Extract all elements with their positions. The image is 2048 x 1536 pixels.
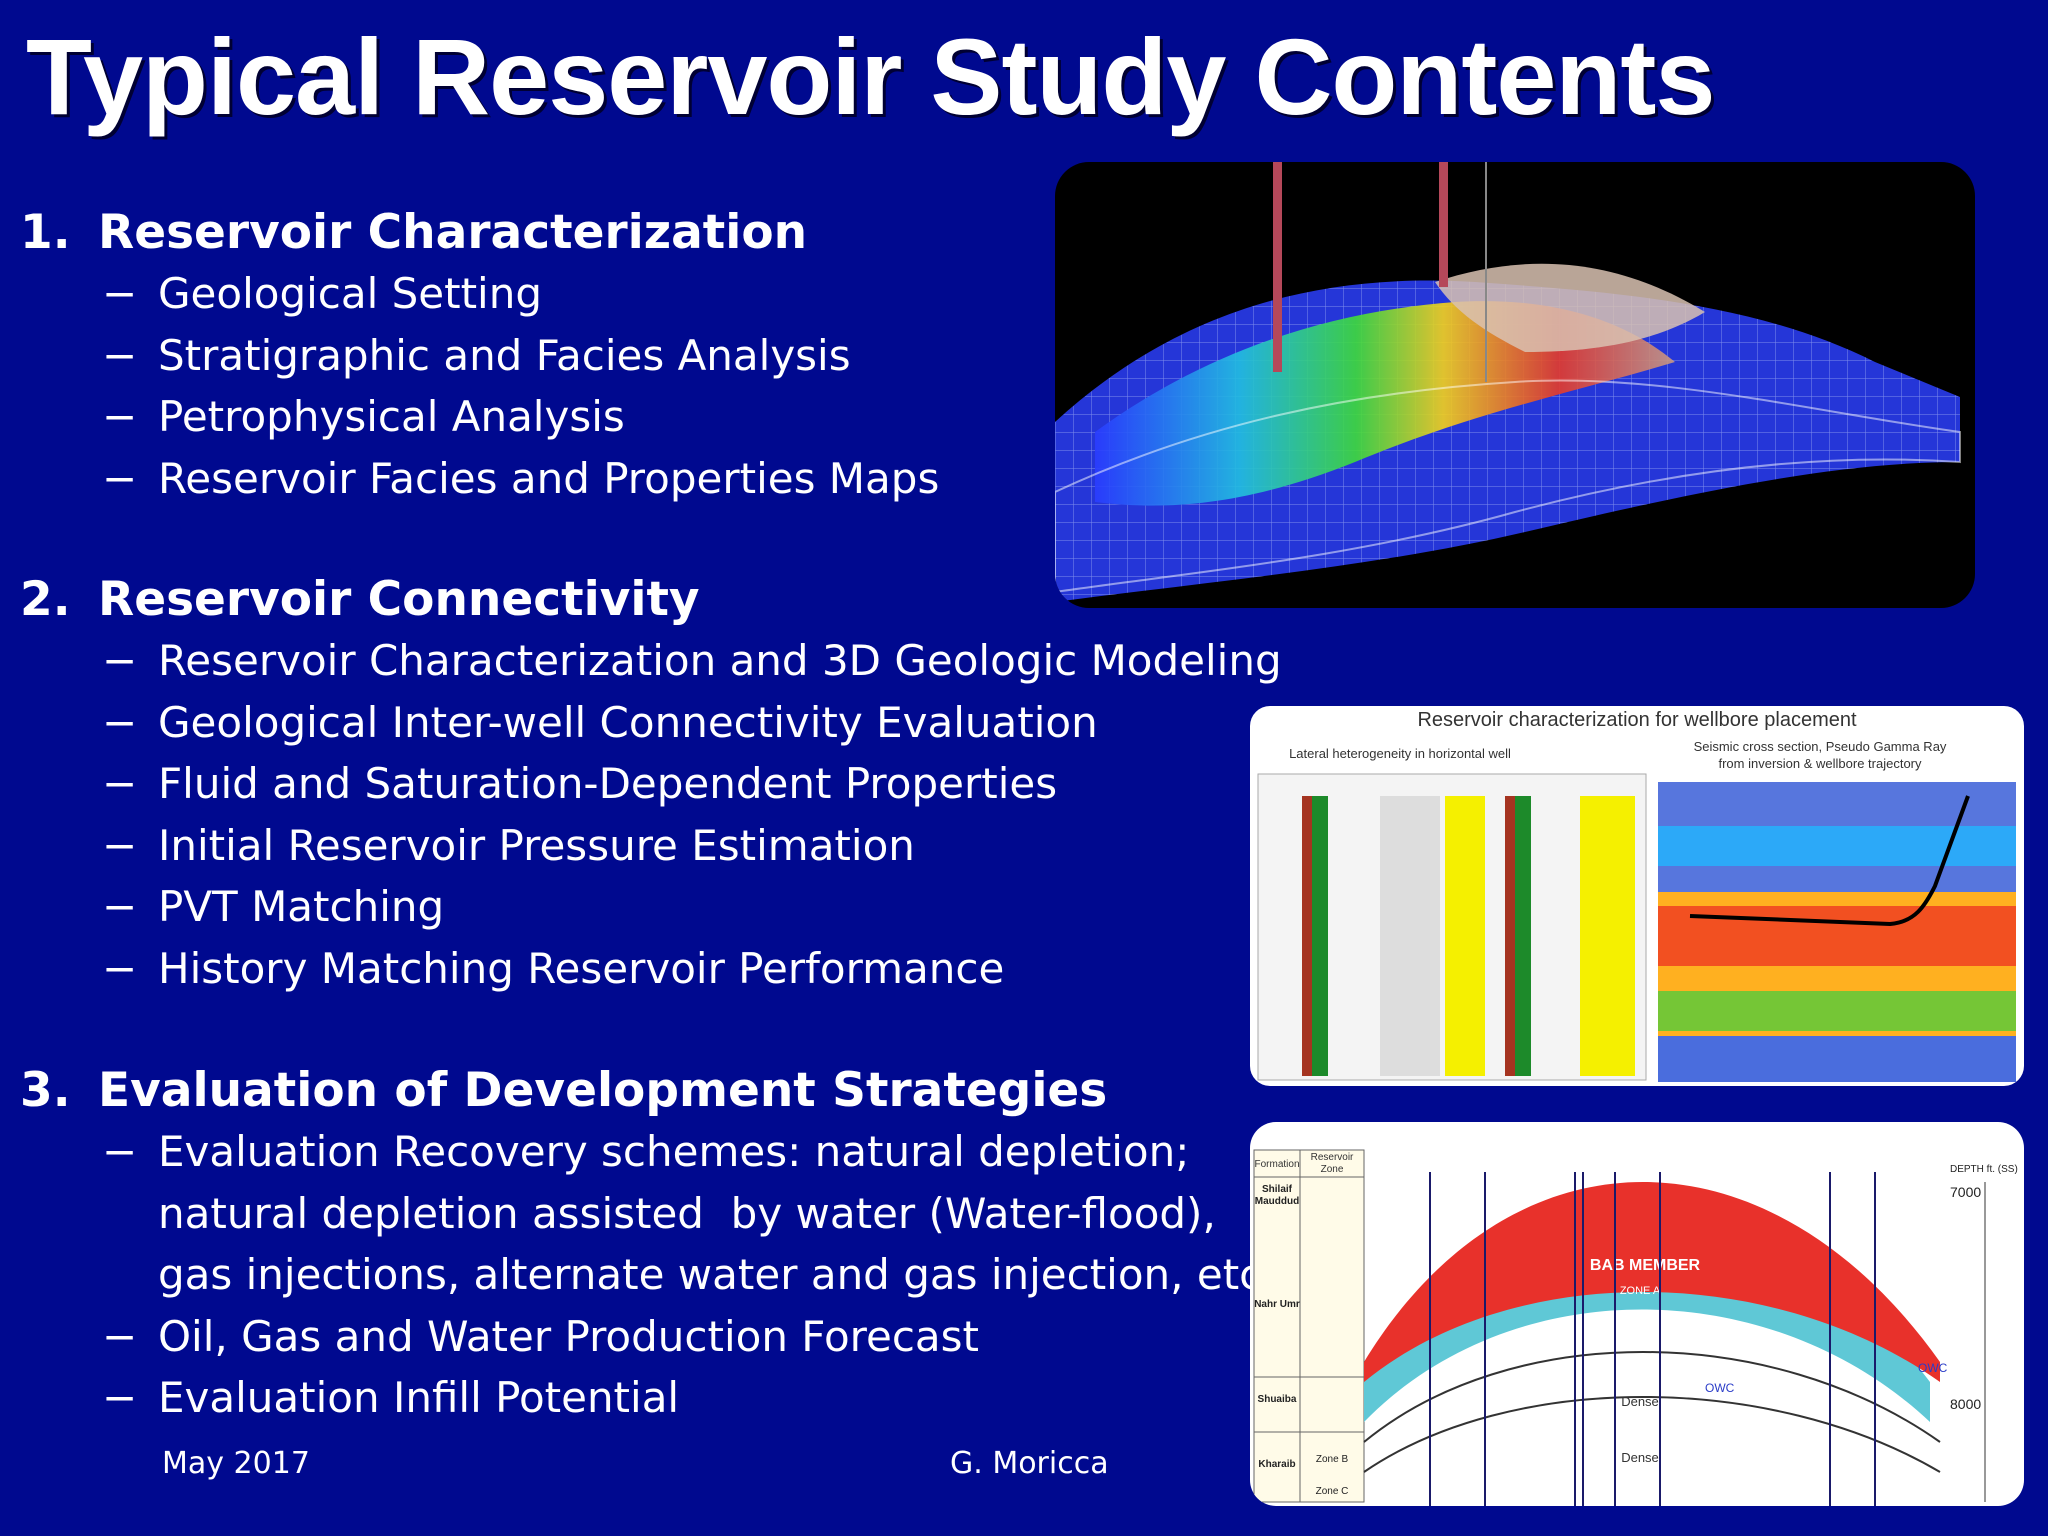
section-title: Reservoir Characterization	[98, 205, 808, 260]
bullet-dash: −	[102, 820, 138, 870]
zone-c-label: ZONE C	[1612, 1355, 1669, 1372]
item-text: Stratigraphic and Facies Analysis	[158, 330, 851, 380]
list-item: − Stratigraphic and Facies Analysis	[20, 325, 939, 387]
list-item: − Oil, Gas and Water Production Forecast	[20, 1306, 1276, 1368]
depth-tick: 8000	[1950, 1396, 1981, 1412]
section-number: 2.	[20, 572, 71, 627]
item-text: Reservoir Characterization and 3D Geolog…	[158, 636, 1282, 685]
depth-label: DEPTH ft. (SS)	[1950, 1164, 2018, 1175]
figure-title: Reservoir characterization for wellbore …	[1417, 709, 1857, 731]
right-caption-2: from inversion & wellbore trajectory	[1718, 756, 1922, 771]
formation-label: Nahr Umr	[1254, 1299, 1300, 1310]
slide-title: Typical Reservoir Study Contents	[26, 16, 1715, 137]
list-item: − Initial Reservoir Pressure Estimation	[20, 815, 1282, 877]
zone-label: Zone C	[1316, 1486, 1349, 1497]
formation-label: Shilaif	[1262, 1184, 1293, 1195]
formation-label: Shuaiba	[1258, 1394, 1297, 1405]
owc-label: OWC	[1918, 1361, 1948, 1375]
section-heading: 3. Evaluation of Development Strategies	[20, 1061, 1276, 1121]
section-number: 3.	[20, 1063, 71, 1118]
item-text: Geological Setting	[158, 269, 543, 318]
list-item-continuation: gas injections, alternate water and gas …	[20, 1244, 1276, 1306]
section-heading: 1. Reservoir Characterization	[20, 203, 939, 263]
zone-label: Zone B	[1316, 1454, 1349, 1465]
bullet-dash: −	[102, 943, 138, 993]
depth-tick: 7000	[1950, 1184, 1981, 1200]
bullet-dash: −	[102, 1373, 138, 1422]
col-reservoir: Reservoir	[1311, 1152, 1354, 1163]
section-reservoir-connectivity: 2. Reservoir Connectivity − Reservoir Cha…	[20, 570, 1282, 999]
bullet-dash: −	[102, 1127, 138, 1176]
item-text: Petrophysical Analysis	[158, 392, 625, 441]
footer-author: G. Moricca	[950, 1446, 1109, 1481]
reservoir-3d-model-image	[1055, 162, 1975, 608]
list-item: − Evaluation Infill Potential	[20, 1367, 1276, 1429]
owc-label: OWC	[1705, 1381, 1735, 1395]
list-item: − Fluid and Saturation-Dependent Properti…	[20, 753, 1282, 815]
dense-label: Dense	[1621, 1394, 1659, 1409]
list-item: − Reservoir Characterization and 3D Geolo…	[20, 630, 1282, 692]
bullet-dash: −	[102, 697, 138, 747]
col-zone: Zone	[1321, 1164, 1344, 1175]
formation-label: Kharaib	[1258, 1459, 1295, 1470]
list-item: − PVT Matching	[20, 876, 1282, 938]
zone-b-label: ZONE B	[1612, 1314, 1668, 1331]
bullet-dash: −	[102, 636, 138, 685]
section-heading: 2. Reservoir Connectivity	[20, 570, 1282, 630]
footer-date: May 2017	[162, 1446, 310, 1481]
list-item: − Geological Setting	[20, 263, 939, 325]
list-item: − History Matching Reservoir Performance	[20, 938, 1282, 1000]
item-text: Fluid and Saturation-Dependent Propertie…	[158, 759, 1058, 808]
section-development-strategies: 3. Evaluation of Development Strategies …	[20, 1061, 1276, 1429]
list-item-continuation: natural depletion assisted by water (Wat…	[20, 1183, 1276, 1245]
bullet-dash: −	[102, 392, 138, 441]
section-title: Reservoir Connectivity	[98, 572, 700, 627]
list-item: − Evaluation Recovery schemes: natural de…	[20, 1121, 1276, 1183]
item-text: Initial Reservoir Pressure Estimation	[158, 820, 915, 870]
item-text: Reservoir Facies and Properties Maps	[158, 453, 940, 503]
section-reservoir-characterization: 1. Reservoir Characterization − Geologica…	[20, 203, 939, 509]
section-number: 1.	[20, 205, 71, 260]
right-caption-1: Seismic cross section, Pseudo Gamma Ray	[1694, 739, 1947, 754]
item-text: Evaluation Infill Potential	[158, 1373, 680, 1422]
bullet-dash: −	[102, 882, 138, 931]
section-title: Evaluation of Development Strategies	[98, 1063, 1108, 1118]
left-caption: Lateral heterogeneity in horizontal well	[1289, 746, 1511, 761]
list-item: − Reservoir Facies and Properties Maps	[20, 448, 939, 510]
item-text: Geological Inter-well Connectivity Evalu…	[158, 697, 1098, 747]
bullet-dash: −	[102, 759, 138, 808]
item-text: natural depletion assisted by water (Wat…	[158, 1188, 1216, 1238]
col-formation: Formation	[1254, 1159, 1299, 1170]
bullet-dash: −	[102, 269, 138, 318]
dense-label: Dense	[1621, 1450, 1659, 1465]
item-text: Evaluation Recovery schemes: natural dep…	[158, 1127, 1190, 1176]
bab-member-label: BAB MEMBER	[1590, 1257, 1701, 1274]
formation-label: Mauddud	[1255, 1196, 1299, 1207]
reservoir-cross-section-image: Formation Reservoir Zone Shilaif Mauddud…	[1250, 1122, 2024, 1506]
zone-a-label: ZONE A	[1620, 1285, 1661, 1297]
item-text: Oil, Gas and Water Production Forecast	[158, 1311, 980, 1361]
bullet-dash: −	[102, 453, 138, 503]
list-item: − Petrophysical Analysis	[20, 386, 939, 448]
list-item: − Geological Inter-well Connectivity Eval…	[20, 692, 1282, 754]
wellbore-placement-image: Reservoir characterization for wellbore …	[1250, 706, 2024, 1086]
item-text: PVT Matching	[158, 882, 445, 931]
bullet-dash: −	[102, 330, 138, 380]
item-text: gas injections, alternate water and gas …	[158, 1250, 1276, 1299]
bullet-dash: −	[102, 1311, 138, 1361]
item-text: History Matching Reservoir Performance	[158, 943, 1005, 993]
